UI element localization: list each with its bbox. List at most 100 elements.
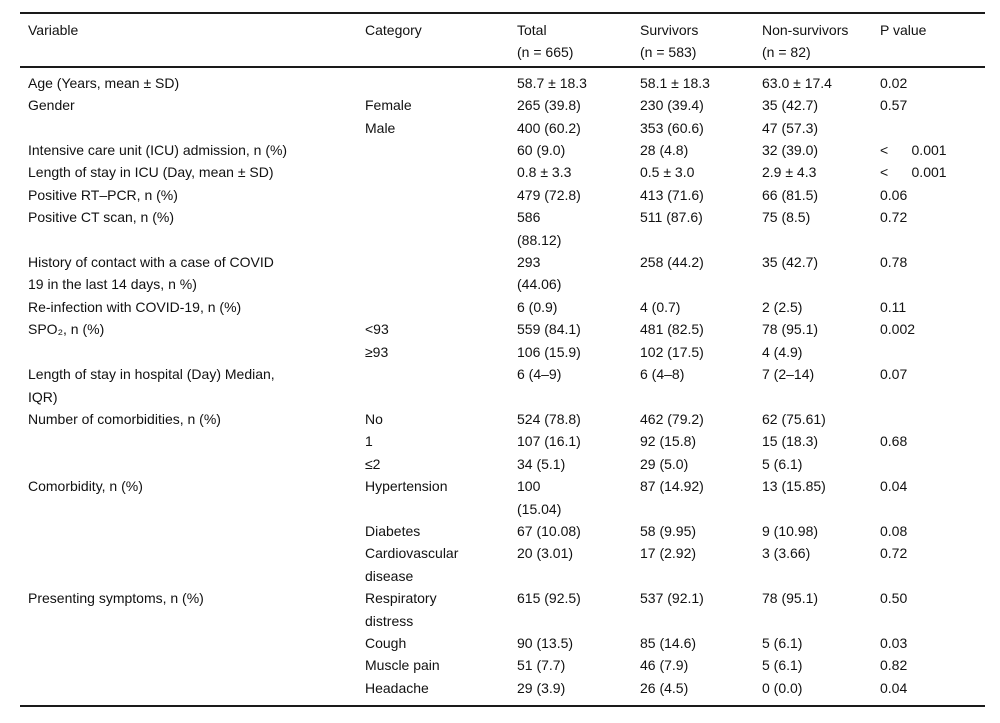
table-cell: 462 (79.2) [640, 410, 704, 427]
table-cell: Diabetes [365, 522, 421, 539]
table-cell: 58.7 ± 18.3 [517, 74, 587, 91]
table-cell: 46 (7.9) [640, 657, 689, 674]
table-cell: 559 (84.1) [517, 321, 581, 338]
table-cell: 35 (42.7) [762, 254, 819, 271]
table-cell [872, 453, 985, 475]
table-cell: 20 (3.01) [517, 545, 574, 562]
table-cell: 78 (95.1) [762, 321, 819, 338]
table-cell: Muscle pain [365, 657, 440, 674]
table-row: Re-infection with COVID-19, n (%) 6 (0.9)… [20, 296, 985, 318]
table-cell: 58 (9.95) [640, 522, 697, 539]
table-row: Presenting symptoms, n (%) Respiratory di… [20, 587, 985, 632]
table-cell: Cardiovascular disease [365, 545, 459, 584]
table-cell: 511 (87.6) [640, 209, 703, 226]
table-cell: 4 (0.7) [640, 298, 681, 315]
table-cell: 0.04 [880, 478, 908, 495]
table-cell: 6 (4–8) [640, 366, 685, 383]
table-cell [20, 453, 357, 475]
table-cell: 106 (15.9) [517, 343, 581, 360]
table-cell [20, 654, 357, 676]
table-cell [20, 632, 357, 654]
table-cell: Length of stay in hospital (Day) Median,… [28, 366, 275, 405]
table-cell: 0 (0.0) [762, 679, 803, 696]
table-cell: 62 (75.61) [762, 410, 826, 427]
table-cell: Cough [365, 634, 407, 651]
table-cell: Headache [365, 679, 429, 696]
table-cell: 15 (18.3) [762, 433, 819, 450]
table-cell: 265 (39.8) [517, 97, 581, 114]
table-cell [20, 542, 357, 587]
table-row: Length of stay in hospital (Day) Median,… [20, 363, 985, 408]
table-cell [872, 408, 985, 430]
table-cell: 0.68 [880, 433, 908, 450]
table-cell: 6 (4–9) [517, 366, 562, 383]
table-cell: 34 (5.1) [517, 455, 566, 472]
table-cell: 32 (39.0) [762, 142, 819, 159]
table-row: ≤2 34 (5.1) 29 (5.0) 5 (6.1) [20, 453, 985, 475]
table-cell: 107 (16.1) [517, 433, 581, 450]
table-cell: 413 (71.6) [640, 186, 704, 203]
table-cell: 90 (13.5) [517, 634, 574, 651]
table-cell: 67 (10.08) [517, 522, 581, 539]
table-row: 1 107 (16.1) 92 (15.8) 15 (18.3) 0.68 [20, 430, 985, 452]
table-cell: Hypertension [365, 478, 448, 495]
table-cell: Comorbidity, n (%) [28, 478, 143, 495]
table-cell: < 0.001 [880, 164, 947, 181]
column-header-variable: Variable [20, 13, 357, 68]
table-cell: Intensive care unit (ICU) admission, n (… [28, 142, 288, 159]
column-header-total: Total (n = 665) [509, 13, 632, 68]
table-cell [20, 677, 357, 706]
table-cell: 78 (95.1) [762, 590, 819, 607]
table-cell: 6 (0.9) [517, 298, 558, 315]
table-cell: 100 (15.04) [517, 478, 562, 517]
table-row: Intensive care unit (ICU) admission, n (… [20, 139, 985, 161]
table-cell: 353 (60.6) [640, 119, 704, 136]
table-cell: 51 (7.7) [517, 657, 566, 674]
table-cell: Gender [28, 97, 75, 114]
column-header-survivors: Survivors (n = 583) [632, 13, 754, 68]
table-cell: ≤2 [365, 455, 381, 472]
table-cell: Length of stay in ICU (Day, mean ± SD) [28, 164, 274, 181]
table-cell: 0.78 [880, 254, 908, 271]
table-cell: 0.07 [880, 366, 908, 383]
table-cell: 29 (3.9) [517, 679, 566, 696]
table-cell: 2.9 ± 4.3 [762, 164, 817, 181]
table-cell: SPO₂, n (%) [28, 321, 105, 338]
table-cell: 92 (15.8) [640, 433, 697, 450]
table-cell: Age (Years, mean ± SD) [28, 74, 180, 91]
table-cell: 29 (5.0) [640, 455, 689, 472]
table-cell [357, 251, 509, 296]
column-header-category: Category [357, 13, 509, 68]
table-row: Headache 29 (3.9) 26 (4.5) 0 (0.0) 0.04 [20, 677, 985, 706]
table-row: History of contact with a case of COVID … [20, 251, 985, 296]
table-cell: 102 (17.5) [640, 343, 704, 360]
table-cell [872, 117, 985, 139]
baseline-characteristics-table: Variable Category Total (n = 665) Surviv… [20, 12, 985, 708]
table-cell: Positive CT scan, n (%) [28, 209, 175, 226]
table-cell: 0.57 [880, 97, 908, 114]
table-cell: History of contact with a case of COVID … [28, 254, 274, 293]
table-cell [357, 161, 509, 183]
table-row: Positive RT–PCR, n (%) 479 (72.8) 413 (71.… [20, 184, 985, 206]
table-row: Cough 90 (13.5) 85 (14.6) 5 (6.1) 0.03 [20, 632, 985, 654]
table-cell: 0.50 [880, 590, 908, 607]
table-row: Positive CT scan, n (%) 586 (88.12) 511 (8… [20, 206, 985, 251]
table-cell: 0.002 [880, 321, 916, 338]
table-row: Age (Years, mean ± SD) 58.7 ± 18.3 58.1 ± … [20, 67, 985, 94]
table-cell: 293 (44.06) [517, 254, 562, 293]
table-cell: 400 (60.2) [517, 119, 581, 136]
table-cell [357, 363, 509, 408]
table-cell: 1 [365, 433, 373, 450]
table-cell: 17 (2.92) [640, 545, 697, 562]
table-cell: < 0.001 [880, 142, 947, 159]
table-cell: 0.11 [880, 298, 907, 315]
table-header: Variable Category Total (n = 665) Surviv… [20, 13, 985, 68]
table-cell: 5 (6.1) [762, 657, 803, 674]
table-cell: 58.1 ± 18.3 [640, 74, 710, 91]
table-cell: 524 (78.8) [517, 410, 581, 427]
table-cell: 7 (2–14) [762, 366, 815, 383]
table-cell: 258 (44.2) [640, 254, 704, 271]
table-row: SPO₂, n (%) <93 559 (84.1) 481 (82.5) 78 (95… [20, 318, 985, 340]
table-cell: Respiratory distress [365, 590, 437, 629]
